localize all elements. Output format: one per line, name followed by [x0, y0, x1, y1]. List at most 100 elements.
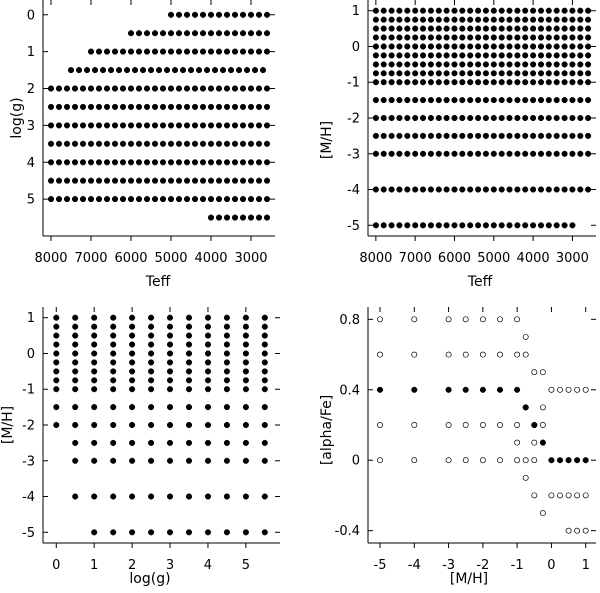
- data-point: [103, 196, 111, 203]
- data-point: [207, 140, 215, 147]
- data-point: [135, 159, 143, 166]
- data-point: [223, 332, 230, 339]
- data-point: [388, 222, 395, 229]
- data-point: [239, 196, 247, 203]
- data-point: [247, 177, 255, 184]
- data-point: [419, 7, 427, 14]
- data-point: [443, 52, 450, 59]
- data-point: [561, 43, 568, 50]
- data-point: [55, 196, 63, 203]
- axis-ticks: 8000 7000 6000 5000 4000 3000 1 0 -1 -2 -3 -4 -5: [347, 0, 596, 266]
- data-point: [53, 368, 60, 375]
- data-point: [372, 97, 379, 104]
- data-point-open: [411, 457, 418, 464]
- x-tick-label: 3000: [234, 251, 267, 266]
- data-point: [427, 61, 434, 68]
- data-point: [506, 186, 513, 193]
- data-point: [388, 52, 395, 59]
- data-point: [151, 159, 159, 166]
- data-point: [537, 186, 545, 193]
- data-point: [185, 350, 193, 357]
- data-point: [223, 377, 230, 384]
- data-point-open: [522, 457, 529, 464]
- data-point: [175, 177, 183, 184]
- data-point-open: [582, 386, 589, 393]
- data-point: [95, 122, 103, 129]
- data-point: [135, 85, 143, 92]
- data-point-open: [462, 457, 469, 464]
- data-point: [467, 43, 474, 50]
- data-point: [427, 7, 434, 14]
- data-point: [514, 222, 521, 229]
- data-point: [127, 122, 135, 129]
- x-tick-label: -1: [511, 558, 524, 573]
- data-point: [143, 140, 151, 147]
- data-point: [569, 132, 576, 139]
- data-point: [396, 186, 403, 193]
- data-point: [123, 67, 131, 74]
- data-point: [451, 70, 458, 77]
- x-tick-label: -5: [374, 558, 387, 573]
- data-point: [585, 61, 592, 68]
- data-point: [451, 43, 458, 50]
- data-point: [380, 7, 387, 14]
- data-point: [261, 457, 268, 464]
- data-point-open: [565, 386, 572, 393]
- data-point-open: [574, 492, 581, 499]
- data-point-open: [522, 474, 529, 481]
- data-point: [404, 186, 411, 193]
- data-point-open: [574, 527, 581, 534]
- y-tick-label: -4: [22, 490, 35, 505]
- data-point: [110, 529, 117, 536]
- data-point: [261, 314, 268, 321]
- data-point: [404, 150, 411, 157]
- data-point: [167, 85, 175, 92]
- y-tick-label: 1: [27, 45, 35, 60]
- data-point: [404, 34, 411, 41]
- data-point: [435, 70, 442, 77]
- data-point: [53, 341, 60, 348]
- data-point: [239, 85, 247, 92]
- data-point: [148, 377, 155, 384]
- data-point: [412, 222, 419, 229]
- data-point: [372, 150, 379, 157]
- data-point: [435, 132, 442, 139]
- data-point: [63, 103, 71, 110]
- data-point: [467, 7, 474, 14]
- data-point: [242, 421, 249, 429]
- data-point: [247, 48, 255, 55]
- data-point: [72, 359, 79, 366]
- data-point: [427, 222, 434, 229]
- data-point: [91, 341, 98, 348]
- data-point: [83, 67, 91, 74]
- data-point: [514, 25, 521, 32]
- data-point: [380, 222, 387, 229]
- data-point: [103, 122, 111, 129]
- data-point: [482, 25, 489, 32]
- data-point-open: [531, 492, 538, 499]
- data-point: [191, 103, 199, 110]
- data-point: [111, 103, 119, 110]
- data-point: [223, 30, 231, 37]
- data-point: [537, 70, 545, 77]
- data-point: [55, 122, 63, 129]
- data-point-open: [462, 316, 469, 323]
- data-point: [459, 150, 466, 157]
- data-point-open: [479, 457, 486, 464]
- data-point: [380, 114, 387, 122]
- data-point: [506, 25, 513, 32]
- data-point-open: [479, 422, 486, 428]
- data-point: [127, 159, 135, 166]
- data-points: [53, 314, 268, 536]
- data-point-open: [411, 422, 418, 428]
- y-tick-label: 1: [352, 4, 360, 19]
- y-tick-label: -3: [347, 147, 360, 162]
- data-point-open: [531, 369, 538, 376]
- data-point: [522, 16, 529, 23]
- data-point: [467, 25, 474, 32]
- data-point: [380, 70, 387, 77]
- data-point: [467, 52, 474, 59]
- data-point: [419, 132, 427, 139]
- data-point: [459, 70, 466, 77]
- data-point: [530, 150, 537, 157]
